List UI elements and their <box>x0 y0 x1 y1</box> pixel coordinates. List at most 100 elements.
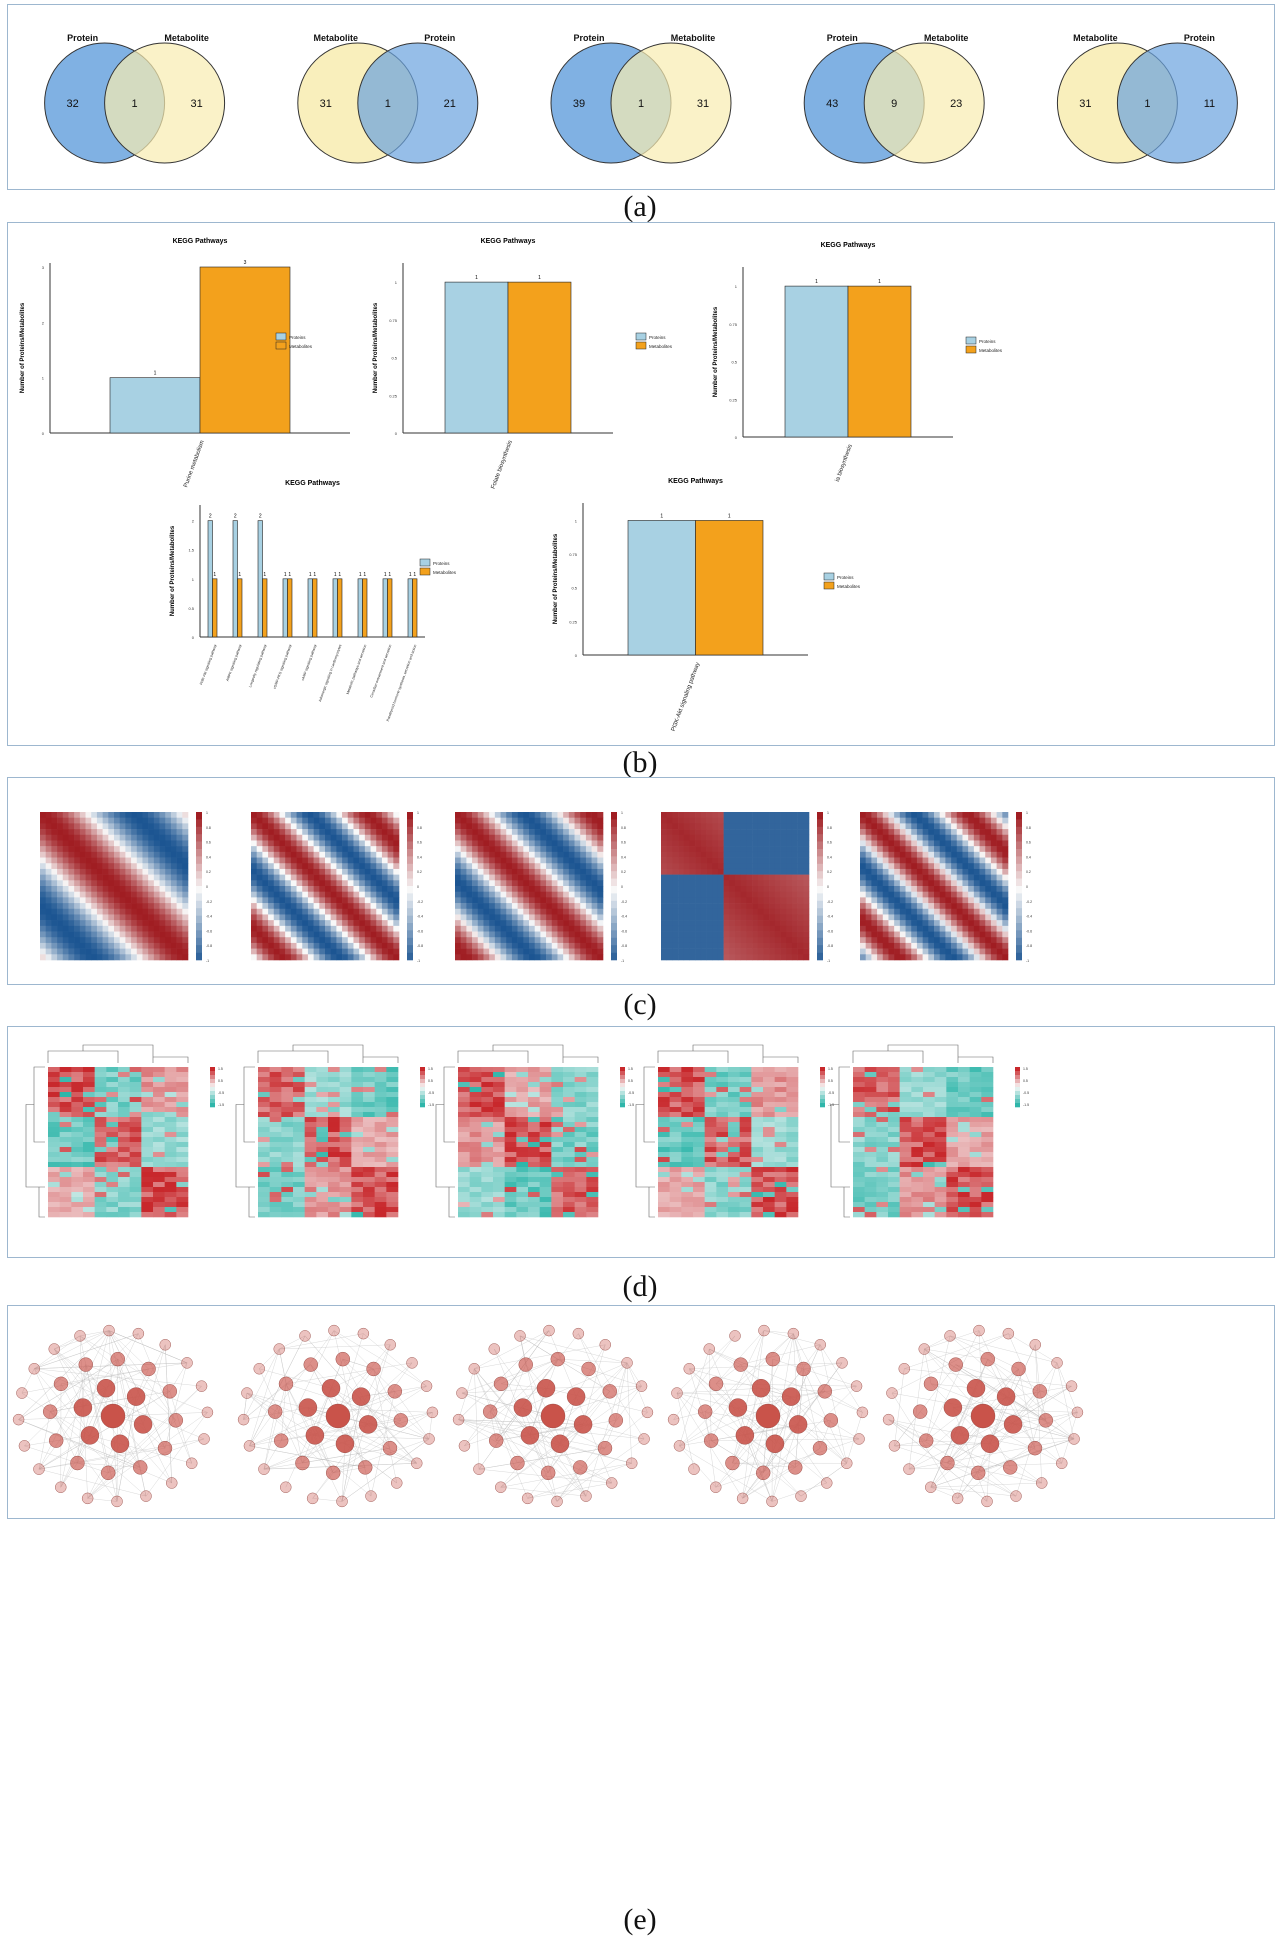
heat-cell <box>717 908 724 915</box>
heat-cell <box>739 1082 752 1088</box>
heat-cell <box>102 920 109 927</box>
colorbar-tick: -0.6 <box>1026 929 1032 933</box>
heat-cell <box>102 903 109 910</box>
heat-cell <box>325 812 331 818</box>
colorbar-segment <box>1016 841 1022 850</box>
heat-cell <box>551 1197 564 1203</box>
heat-cell <box>951 954 958 961</box>
heat-cell <box>517 817 524 824</box>
heat-cell <box>302 914 309 921</box>
heat-cell <box>922 942 929 949</box>
heat-cell <box>740 846 747 853</box>
heat-cell <box>386 1167 399 1173</box>
venn-right-circle <box>357 42 479 164</box>
heat-cell <box>717 942 724 949</box>
heat-cell <box>511 891 518 898</box>
heat-cell <box>591 931 598 938</box>
heat-cell <box>597 840 604 847</box>
heat-cell <box>574 1092 587 1098</box>
heat-cell <box>74 823 81 830</box>
heat-cell <box>539 1212 552 1218</box>
heat-cell <box>108 812 115 818</box>
heat-cell <box>546 874 553 881</box>
heat-cell <box>273 891 280 898</box>
heat-cell <box>973 817 980 824</box>
heat-cell <box>689 874 696 881</box>
heat-cell <box>693 1067 705 1073</box>
heat-cell <box>574 857 581 864</box>
heat-cell <box>268 948 275 955</box>
heat-cell <box>293 1212 305 1218</box>
heat-cell <box>528 1067 540 1073</box>
bar-metabolites <box>362 578 368 638</box>
heat-cell <box>786 846 793 853</box>
heat-cell <box>165 851 172 858</box>
heat-cell <box>381 823 388 830</box>
heat-cell <box>328 1177 340 1183</box>
heat-cell <box>729 891 736 898</box>
heat-cell <box>968 914 975 921</box>
heat-cell <box>757 851 764 858</box>
heat-cell <box>466 868 473 875</box>
heat-cell <box>911 863 918 870</box>
heat-cell <box>504 1177 517 1183</box>
heat-cell <box>79 886 86 892</box>
venn-left-label: Metabolite <box>314 33 359 43</box>
heat-cell <box>119 954 126 961</box>
heat-cell <box>256 931 263 938</box>
heat-cell <box>251 812 257 818</box>
heat-cell <box>888 920 895 927</box>
heat-cell <box>325 851 331 858</box>
heat-cell <box>757 948 764 955</box>
heat-cell <box>735 834 741 841</box>
heat-cell <box>258 1162 270 1168</box>
heat-cell <box>500 937 507 944</box>
heat-cell <box>922 829 929 836</box>
heat-cell <box>723 937 730 944</box>
heat-cell <box>364 886 371 892</box>
heat-cell <box>928 874 935 881</box>
heat-cell <box>899 925 906 932</box>
heat-cell <box>148 925 155 932</box>
heat-cell <box>176 880 183 887</box>
heat-cell <box>1002 823 1009 830</box>
heat-cell <box>376 863 383 870</box>
heat-cell <box>458 1157 470 1163</box>
heat-cell <box>325 954 331 961</box>
heat-cell <box>159 880 166 887</box>
heat-cell <box>860 942 866 949</box>
heat-cell <box>176 812 183 818</box>
heat-cell <box>985 925 992 932</box>
heat-cell <box>529 942 535 949</box>
heat-cell <box>672 863 679 870</box>
heat-cell <box>894 942 901 949</box>
heat-cell <box>666 920 673 927</box>
heat-cell <box>108 903 115 910</box>
heat-cell <box>106 1082 119 1088</box>
heat-cell <box>905 868 912 875</box>
heat-cell <box>962 931 969 938</box>
heat-cell <box>182 846 189 853</box>
heat-cell <box>59 1202 72 1208</box>
heat-cell <box>114 931 120 938</box>
heat-cell <box>359 840 366 847</box>
heat-cell <box>159 840 166 847</box>
heat-cell <box>114 897 120 904</box>
heat-cell <box>672 851 679 858</box>
heat-cell <box>96 829 103 836</box>
heat-cell <box>860 920 866 927</box>
heat-cell <box>153 1157 165 1163</box>
heat-cell <box>672 857 679 864</box>
heat-cell <box>956 829 963 836</box>
heat-cell <box>973 857 980 864</box>
heat-cell <box>296 942 303 949</box>
heat-cell <box>962 891 969 898</box>
heat-cell <box>114 903 120 910</box>
heat-cell <box>381 868 388 875</box>
heat-cell <box>74 840 81 847</box>
heat-cell <box>669 1107 682 1113</box>
heat-cell <box>928 886 935 892</box>
heat-cell <box>529 903 535 910</box>
y-tick-label: 0.75 <box>729 322 738 327</box>
heat-cell <box>483 942 490 949</box>
